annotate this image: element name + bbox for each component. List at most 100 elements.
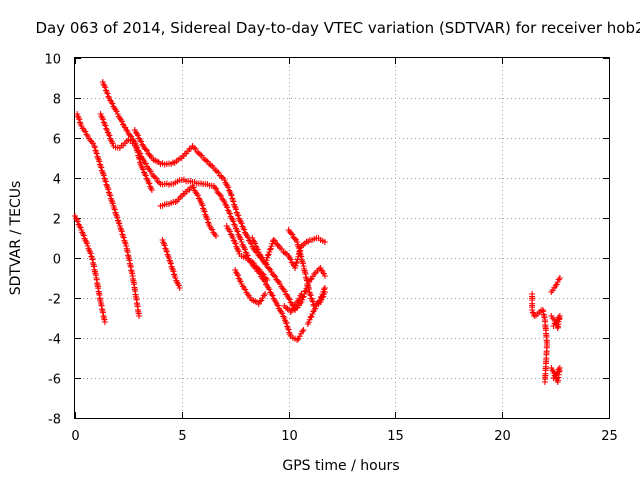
data-marker (242, 246, 249, 253)
data-marker (272, 273, 279, 280)
data-marker (269, 292, 276, 299)
data-marker (213, 186, 220, 193)
data-marker (133, 144, 140, 151)
data-point (264, 277, 271, 283)
series-track-12 (304, 285, 328, 327)
series-cluster-21 (529, 291, 551, 385)
data-point (556, 275, 563, 281)
data-point (227, 191, 234, 197)
data-marker (287, 256, 294, 263)
data-marker (147, 168, 154, 175)
data-marker (256, 298, 263, 305)
data-marker (291, 235, 298, 242)
data-point (238, 239, 245, 245)
data-point (285, 295, 292, 301)
data-marker (104, 90, 111, 97)
data-point (317, 295, 324, 301)
data-point (84, 133, 91, 139)
data-point (306, 291, 313, 297)
data-marker (283, 320, 290, 327)
data-marker (252, 240, 259, 247)
x-axis-title: GPS time / hours (282, 458, 399, 474)
data-marker (279, 310, 286, 317)
data-marker (266, 265, 273, 272)
data-point (321, 285, 328, 291)
data-point (554, 369, 561, 375)
data-marker (281, 288, 288, 295)
data-marker (93, 150, 100, 157)
data-marker (301, 288, 308, 295)
data-marker (235, 212, 242, 219)
data-marker (153, 175, 160, 182)
data-marker (151, 174, 158, 181)
data-marker (111, 206, 118, 213)
data-marker (105, 93, 112, 100)
x-tick-label: 25 (601, 429, 618, 444)
data-marker (139, 141, 146, 148)
data-point (148, 187, 155, 193)
data-point (556, 313, 563, 319)
series-track-13 (281, 291, 305, 315)
data-marker (204, 216, 211, 223)
y-tick-label: -8 (48, 413, 61, 428)
data-marker (309, 298, 316, 305)
data-marker (267, 246, 274, 253)
x-tick-label: 0 (71, 429, 79, 444)
data-marker (260, 271, 267, 278)
data-marker (250, 260, 257, 267)
data-point (114, 111, 121, 117)
data-marker (142, 172, 149, 179)
points-layer (72, 79, 563, 385)
x-tick-label: 10 (281, 429, 298, 444)
y-tick-label: -4 (48, 333, 61, 348)
series-track-9 (249, 235, 328, 271)
data-marker (298, 253, 305, 260)
data-marker (314, 300, 321, 307)
data-point (262, 291, 269, 297)
data-marker (555, 366, 562, 373)
data-point (270, 237, 277, 243)
y-tick-label: 0 (53, 253, 61, 268)
data-marker (199, 202, 206, 209)
data-marker (232, 240, 239, 247)
data-point (91, 143, 98, 149)
data-point (300, 327, 307, 333)
data-point (136, 313, 143, 319)
data-marker (292, 262, 299, 269)
data-point (249, 259, 256, 265)
data-marker (245, 234, 252, 241)
data-marker (307, 314, 314, 321)
data-marker (140, 166, 147, 173)
data-marker (98, 164, 105, 171)
data-marker (103, 181, 110, 188)
data-marker (235, 248, 242, 255)
data-marker (234, 228, 241, 235)
data-marker (285, 326, 292, 333)
data-marker (146, 180, 153, 187)
data-marker (76, 116, 83, 123)
data-marker (286, 296, 293, 303)
data-marker (293, 259, 300, 266)
data-point (294, 337, 301, 343)
data-marker (142, 160, 149, 167)
x-tick-label: 15 (387, 429, 404, 444)
chart-title: Day 063 of 2014, Sidereal Day-to-day VTE… (35, 19, 640, 37)
data-marker (274, 277, 281, 284)
data-marker (126, 132, 133, 139)
data-marker (233, 206, 240, 213)
data-marker (242, 229, 249, 236)
data-marker (553, 371, 560, 378)
data-marker (143, 175, 150, 182)
data-point (123, 127, 130, 133)
data-marker (135, 132, 142, 139)
data-marker (295, 245, 302, 252)
data-marker (254, 265, 261, 272)
data-marker (551, 372, 558, 379)
y-tick-label: -2 (48, 293, 61, 308)
data-point (294, 239, 301, 245)
data-point (101, 319, 108, 325)
data-marker (261, 274, 268, 281)
y-tick-label: -6 (48, 373, 61, 388)
data-marker (124, 127, 131, 134)
data-point (262, 261, 269, 267)
